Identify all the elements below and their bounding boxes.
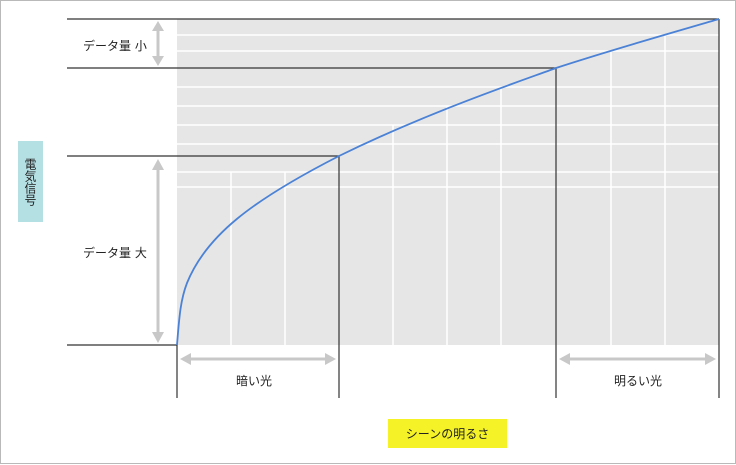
large-data-label: データ量 大 — [83, 246, 147, 260]
y-axis-label-box: 電気信号 — [18, 141, 43, 222]
plot-area — [177, 19, 719, 345]
bright-light-label: 明るい光 — [614, 374, 663, 388]
large-data-arrow — [152, 159, 164, 343]
small-data-label: データ量 小 — [83, 39, 147, 53]
x-axis-label: シーンの明るさ — [405, 427, 490, 441]
small-data-arrow — [152, 21, 164, 66]
guide-lines — [67, 18, 720, 398]
dark-light-arrow — [180, 353, 336, 365]
x-axis-label-box: シーンの明るさ — [388, 419, 507, 448]
bright-light-arrow — [559, 353, 716, 365]
response-curve — [176, 18, 720, 346]
y-axis-label: 電気信号 — [23, 157, 37, 206]
vertical-grid — [230, 35, 666, 345]
dark-light-label: 暗い光 — [236, 374, 273, 388]
upper-grid — [177, 34, 719, 188]
